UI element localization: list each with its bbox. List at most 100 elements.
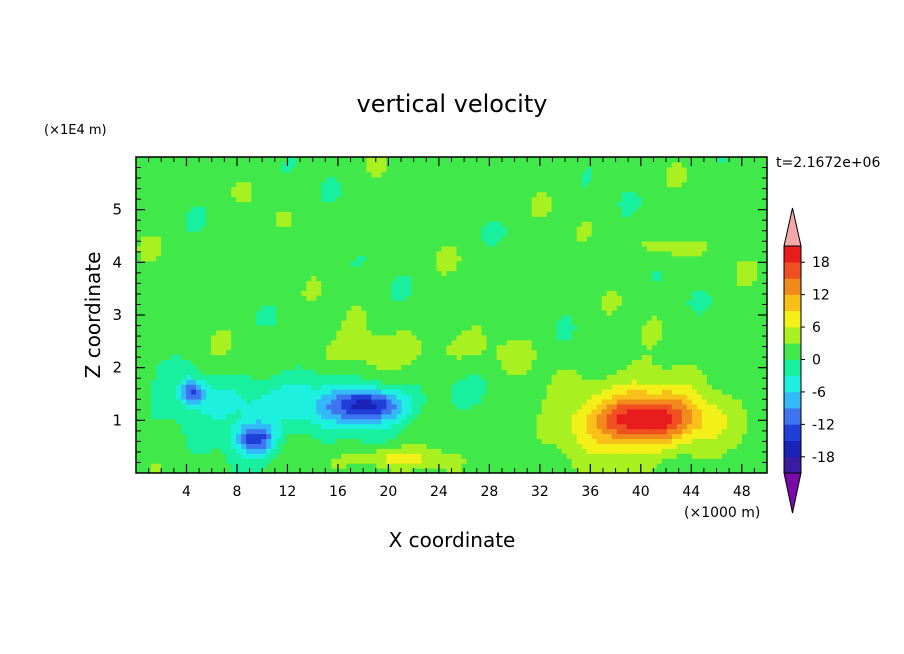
contour-cell <box>596 463 603 469</box>
contour-cell <box>621 305 628 311</box>
contour-cell <box>646 463 653 469</box>
contour-cell <box>491 364 498 370</box>
contour-cell <box>206 319 212 326</box>
contour-cell <box>421 398 428 405</box>
contour-cell <box>306 349 312 356</box>
contour-cell <box>441 453 448 459</box>
contour-cell <box>596 428 603 435</box>
contour-cell <box>751 305 758 311</box>
contour-cell <box>196 290 202 296</box>
contour-cell <box>566 369 573 375</box>
contour-cell <box>446 295 453 301</box>
contour-cell <box>636 389 643 395</box>
contour-cell <box>736 389 743 395</box>
contour-cell <box>581 389 588 395</box>
contour-cell <box>496 300 503 306</box>
contour-cell <box>721 349 728 356</box>
contour-cell <box>151 428 157 435</box>
contour-cell <box>306 275 312 282</box>
contour-cell <box>201 344 207 351</box>
contour-cell <box>751 349 758 356</box>
contour-cell <box>211 319 217 326</box>
contour-cell <box>691 408 698 415</box>
contour-cell <box>701 290 708 296</box>
contour-cell <box>676 384 683 390</box>
contour-cell <box>171 280 177 286</box>
contour-cell <box>246 428 252 435</box>
contour-cell <box>546 394 553 400</box>
contour-cell <box>376 463 382 469</box>
contour-cell <box>516 423 523 430</box>
contour-cell <box>736 423 743 430</box>
contour-cell <box>561 384 568 390</box>
contour-cell <box>246 453 252 459</box>
contour-cell <box>406 433 413 440</box>
contour-cell <box>581 384 588 390</box>
contour-cell <box>251 334 257 341</box>
contour-cell <box>576 458 583 464</box>
contour-cell <box>366 448 372 454</box>
contour-cell <box>426 349 433 356</box>
contour-cell <box>556 310 563 316</box>
contour-cell <box>351 339 357 346</box>
contour-cell <box>171 359 177 365</box>
contour-cell <box>181 334 187 341</box>
contour-cell <box>706 428 713 435</box>
contour-cell <box>296 379 302 385</box>
contour-cell <box>286 443 292 449</box>
contour-cell <box>491 413 498 420</box>
contour-cell <box>511 364 518 370</box>
contour-cell <box>251 458 257 464</box>
contour-cell <box>461 438 468 444</box>
contour-cell <box>476 398 483 405</box>
contour-cell <box>546 463 553 469</box>
contour-cell <box>221 359 227 365</box>
contour-cell <box>231 374 237 380</box>
contour-cell <box>351 364 357 370</box>
contour-cell <box>156 408 162 415</box>
contour-cell <box>506 305 513 311</box>
contour-cell <box>221 379 227 385</box>
contour-cell <box>501 344 508 351</box>
contour-cell <box>221 408 227 415</box>
contour-cell <box>306 339 312 346</box>
contour-cell <box>156 394 162 400</box>
contour-cell <box>396 339 403 346</box>
contour-cell <box>366 280 372 286</box>
contour-cell <box>306 364 312 370</box>
contour-cell <box>256 389 262 395</box>
contour-cell <box>551 408 558 415</box>
contour-cell <box>231 384 237 390</box>
contour-cell <box>401 403 408 410</box>
contour-cell <box>156 423 162 430</box>
contour-cell <box>181 275 187 282</box>
contour-cell <box>501 315 508 321</box>
contour-cell <box>731 305 738 311</box>
contour-cell <box>271 280 277 286</box>
contour-cell <box>361 295 367 301</box>
contour-cell <box>151 359 157 365</box>
contour-cell <box>576 418 583 425</box>
contour-cell <box>651 354 658 361</box>
contour-cell <box>341 359 347 365</box>
contour-cell <box>501 428 508 435</box>
contour-cell <box>471 339 478 346</box>
contour-cell <box>466 359 473 365</box>
contour-cell <box>321 428 327 435</box>
contour-cell <box>611 359 618 365</box>
contour-cell <box>736 339 743 346</box>
contour-cell <box>206 280 212 286</box>
contour-cell <box>681 324 688 331</box>
contour-cell <box>726 448 733 454</box>
contour-cell <box>236 329 242 336</box>
contour-cell <box>166 374 172 380</box>
contour-cell <box>476 438 483 444</box>
contour-cell <box>666 290 673 296</box>
contour-cell <box>426 324 433 331</box>
contour-cell <box>681 305 688 311</box>
contour-cell <box>291 344 297 351</box>
contour-cell <box>471 305 478 311</box>
contour-cell <box>171 305 177 311</box>
contour-cell <box>451 428 458 435</box>
contour-cell <box>506 403 513 410</box>
